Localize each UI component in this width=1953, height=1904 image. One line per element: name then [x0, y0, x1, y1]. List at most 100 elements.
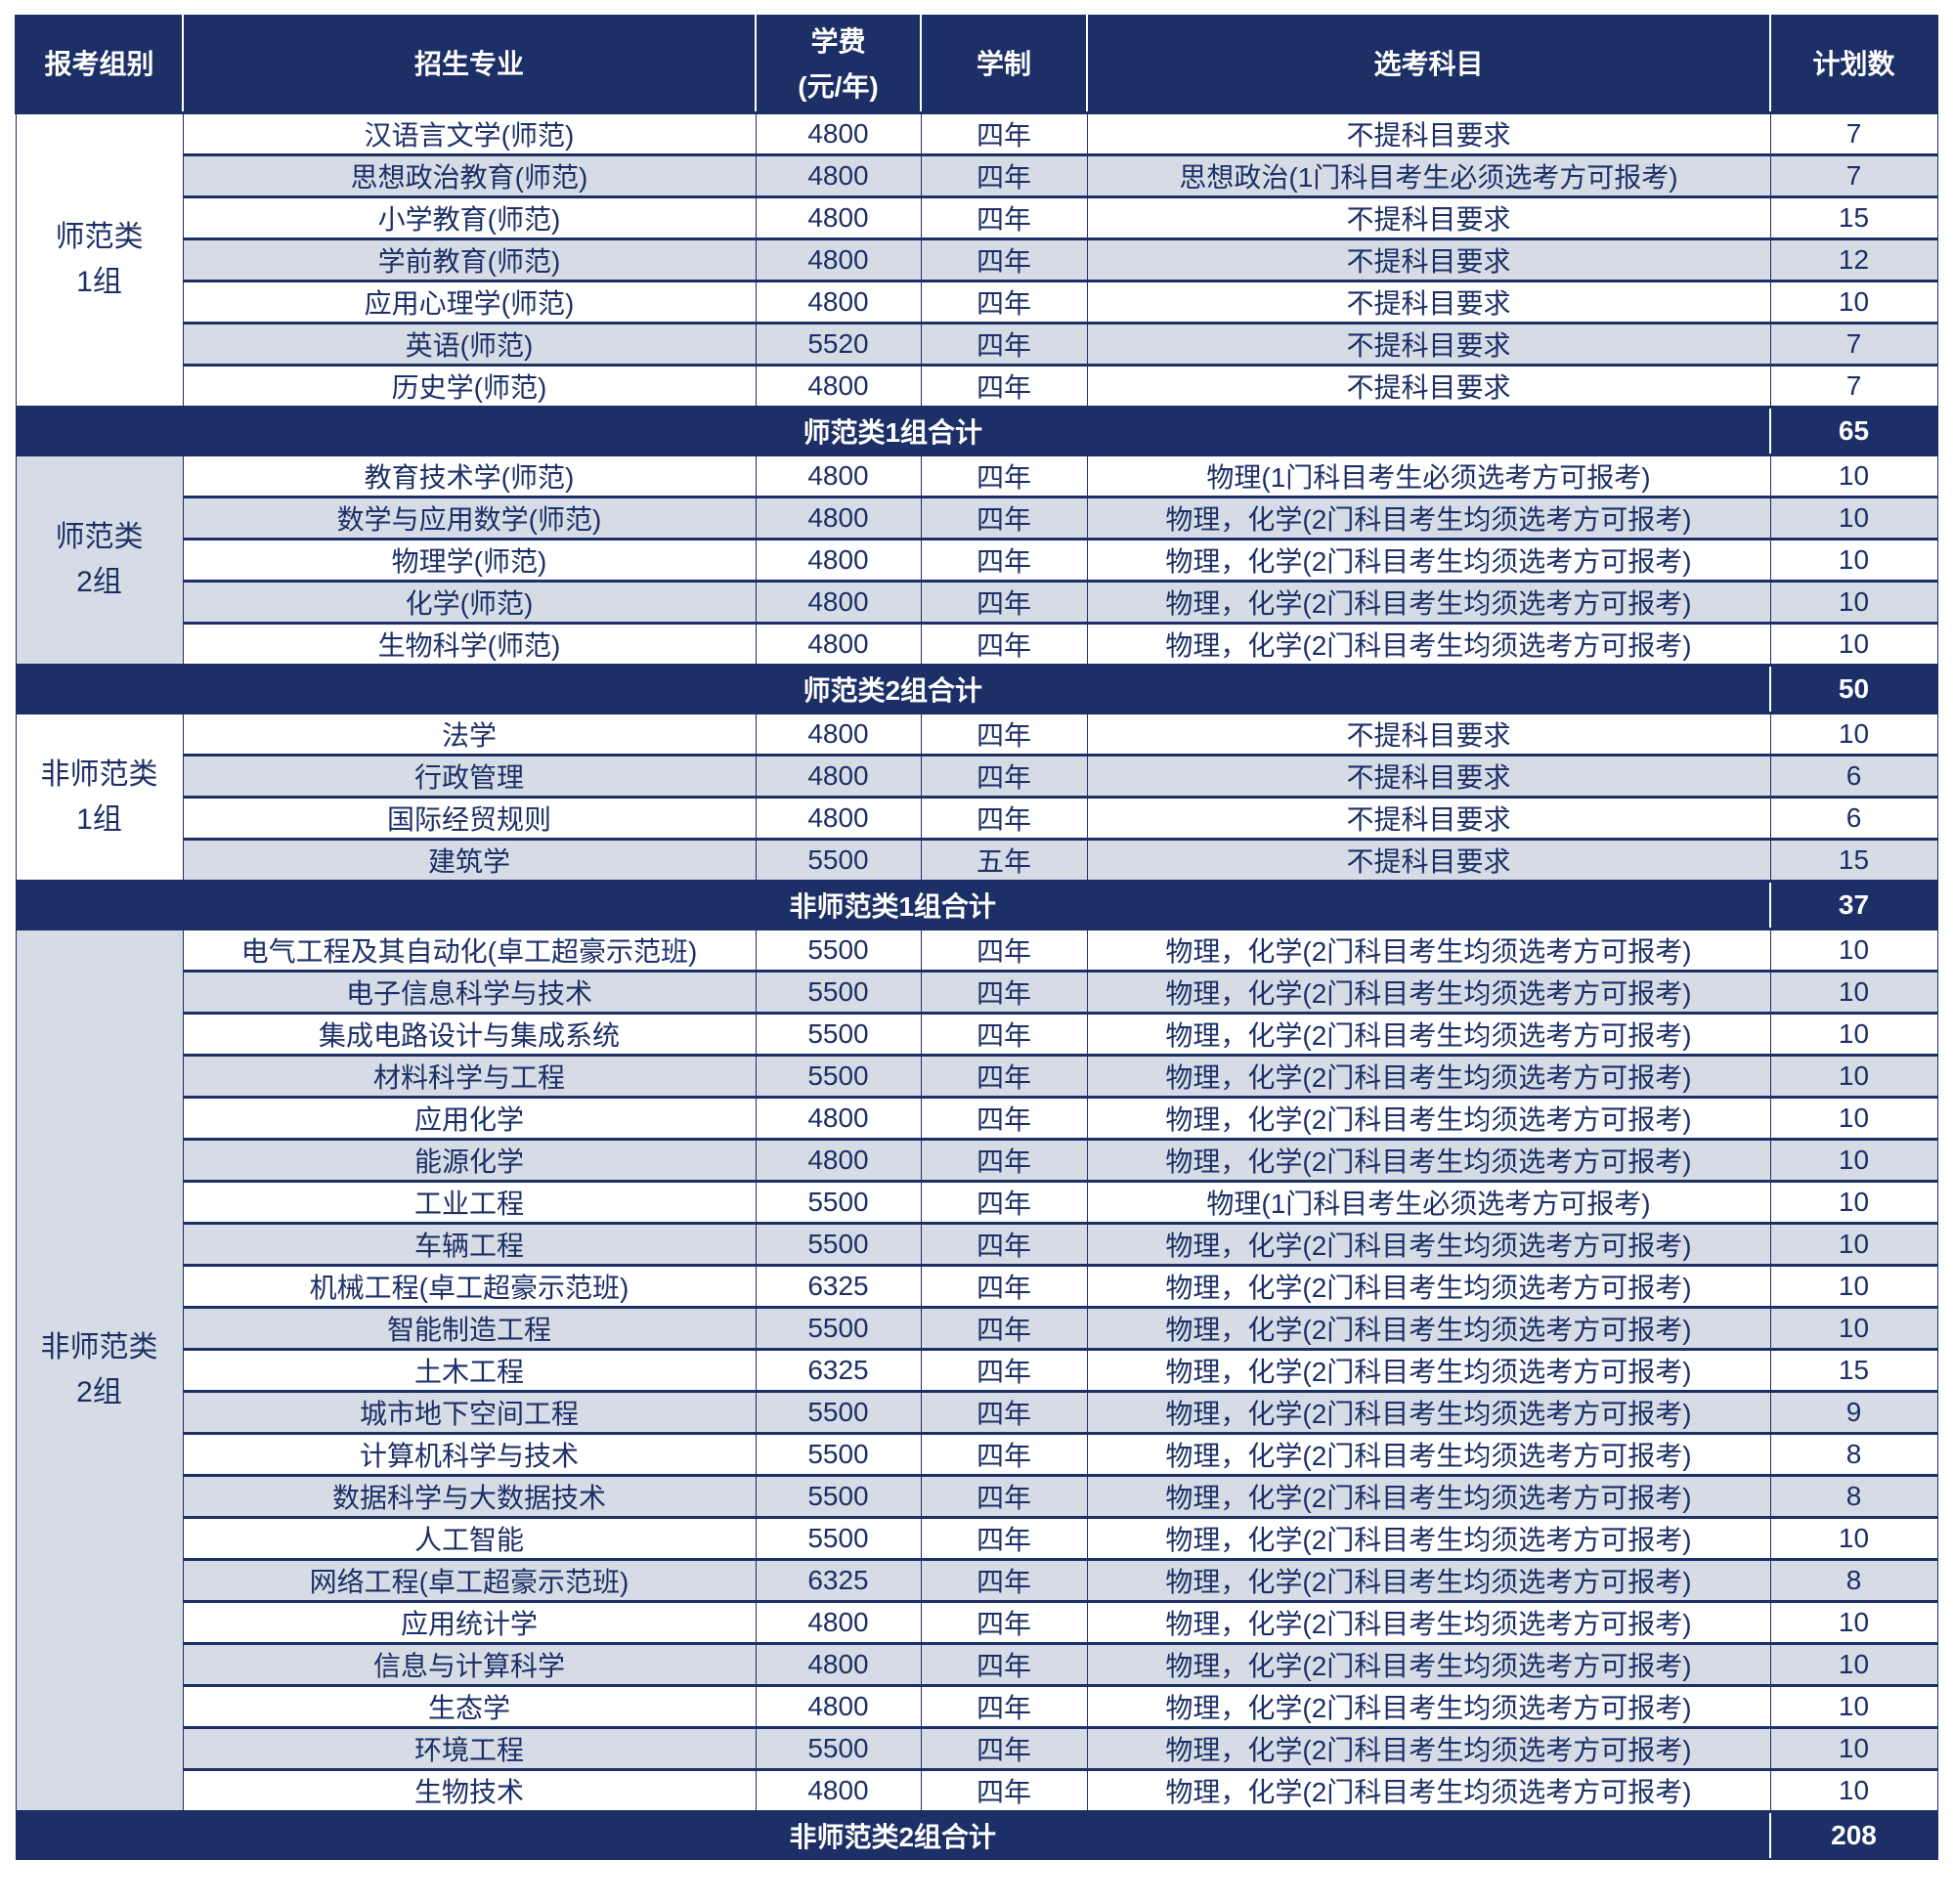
subjects-cell: 物理，化学(2门科目考生均须选考方可报考): [1086, 1726, 1771, 1771]
tuition-cell: 4800: [755, 538, 922, 583]
subtotal-row: 师范类2组合计 50: [15, 664, 1938, 714]
plan-count-cell: 8: [1769, 1474, 1938, 1519]
subjects-cell: 物理，化学(2门科目考生均须选考方可报考): [1086, 1012, 1771, 1057]
table-row: 物理学(师范) 4800 四年 物理，化学(2门科目考生均须选考方可报考) 10: [16, 538, 1938, 583]
table-row: 生物技术 4800 四年 物理，化学(2门科目考生均须选考方可报考) 10: [16, 1768, 1938, 1813]
duration-cell: 四年: [920, 1432, 1088, 1477]
table-row: 工业工程 5500 四年 物理(1门科目考生必须选考方可报考) 10: [16, 1180, 1938, 1225]
tuition-cell: 6325: [755, 1558, 922, 1603]
table-row: 计算机科学与技术 5500 四年 物理，化学(2门科目考生均须选考方可报考) 8: [16, 1432, 1938, 1477]
subjects-cell: 物理，化学(2门科目考生均须选考方可报考): [1086, 1558, 1771, 1603]
table-row: 行政管理 4800 四年 不提科目要求 6: [16, 754, 1938, 799]
tuition-cell: 4800: [755, 1768, 922, 1813]
subjects-cell: 物理，化学(2门科目考生均须选考方可报考): [1086, 622, 1771, 667]
major-cell: 物理学(师范): [182, 538, 757, 583]
major-cell: 行政管理: [182, 754, 757, 799]
subtotal-value: 208: [1769, 1810, 1938, 1860]
table-row: 机械工程(卓工超豪示范班) 6325 四年 物理，化学(2门科目考生均须选考方可报考)…: [16, 1264, 1938, 1309]
table-row: 历史学(师范) 4800 四年 不提科目要求 7: [16, 364, 1938, 409]
subjects-cell: 物理(1门科目考生必须选考方可报考): [1086, 1180, 1771, 1225]
major-cell: 人工智能: [182, 1516, 757, 1561]
major-cell: 教育技术学(师范): [182, 454, 757, 498]
tuition-cell: 4800: [755, 580, 922, 625]
subjects-cell: 不提科目要求: [1086, 712, 1771, 757]
major-cell: 计算机科学与技术: [182, 1432, 757, 1477]
duration-cell: 四年: [920, 238, 1088, 282]
subjects-cell: 不提科目要求: [1086, 111, 1771, 156]
tuition-cell: 5500: [755, 1306, 922, 1351]
plan-count-cell: 6: [1769, 796, 1938, 841]
major-cell: 思想政治教育(师范): [182, 153, 757, 198]
major-cell: 信息与计算科学: [182, 1642, 757, 1687]
subjects-cell: 不提科目要求: [1086, 195, 1771, 240]
group-name-cell: 师范类 1组: [15, 111, 184, 409]
table-row: 人工智能 5500 四年 物理，化学(2门科目考生均须选考方可报考) 10: [16, 1516, 1938, 1561]
major-cell: 能源化学: [182, 1138, 757, 1183]
table-row: 思想政治教育(师范) 4800 四年 思想政治(1门科目考生必须选考方可报考) 7: [16, 153, 1938, 198]
major-cell: 学前教育(师范): [182, 238, 757, 282]
table-row: 化学(师范) 4800 四年 物理，化学(2门科目考生均须选考方可报考) 10: [16, 580, 1938, 625]
plan-count-cell: 10: [1769, 280, 1938, 325]
duration-cell: 四年: [920, 195, 1088, 240]
major-cell: 环境工程: [182, 1726, 757, 1771]
duration-cell: 四年: [920, 111, 1088, 156]
plan-count-cell: 10: [1769, 712, 1938, 757]
duration-cell: 四年: [920, 1012, 1088, 1057]
major-cell: 生物科学(师范): [182, 622, 757, 667]
table-row: 学前教育(师范) 4800 四年 不提科目要求 12: [16, 238, 1938, 282]
plan-count-cell: 7: [1769, 153, 1938, 198]
header-subjects: 选考科目: [1086, 15, 1771, 114]
duration-cell: 四年: [920, 1138, 1088, 1183]
table-row: 数据科学与大数据技术 5500 四年 物理，化学(2门科目考生均须选考方可报考) 8: [16, 1474, 1938, 1519]
subjects-cell: 不提科目要求: [1086, 754, 1771, 799]
major-cell: 车辆工程: [182, 1222, 757, 1267]
tuition-cell: 5500: [755, 1180, 922, 1225]
tuition-cell: 6325: [755, 1348, 922, 1393]
subjects-cell: 物理，化学(2门科目考生均须选考方可报考): [1086, 1516, 1771, 1561]
major-cell: 网络工程(卓工超豪示范班): [182, 1558, 757, 1603]
plan-count-cell: 7: [1769, 111, 1938, 156]
duration-cell: 四年: [920, 1768, 1088, 1813]
subjects-cell: 物理，化学(2门科目考生均须选考方可报考): [1086, 1432, 1771, 1477]
plan-count-cell: 10: [1769, 454, 1938, 498]
tuition-cell: 6325: [755, 1264, 922, 1309]
subjects-cell: 物理，化学(2门科目考生均须选考方可报考): [1086, 580, 1771, 625]
duration-cell: 四年: [920, 1600, 1088, 1645]
plan-count-cell: 7: [1769, 364, 1938, 409]
tuition-cell: 5500: [755, 838, 922, 883]
table-row: 环境工程 5500 四年 物理，化学(2门科目考生均须选考方可报考) 10: [16, 1726, 1938, 1771]
duration-cell: 四年: [920, 622, 1088, 667]
major-cell: 电气工程及其自动化(卓工超豪示范班): [182, 928, 757, 973]
subjects-cell: 物理，化学(2门科目考生均须选考方可报考): [1086, 1348, 1771, 1393]
table-row: 建筑学 5500 五年 不提科目要求 15: [16, 838, 1938, 883]
subjects-cell: 物理，化学(2门科目考生均须选考方可报考): [1086, 1768, 1771, 1813]
tuition-cell: 4800: [755, 622, 922, 667]
duration-cell: 四年: [920, 1642, 1088, 1687]
major-cell: 生物技术: [182, 1768, 757, 1813]
subjects-cell: 物理，化学(2门科目考生均须选考方可报考): [1086, 1096, 1771, 1141]
table-row: 车辆工程 5500 四年 物理，化学(2门科目考生均须选考方可报考) 10: [16, 1222, 1938, 1267]
table-row: 数学与应用数学(师范) 4800 四年 物理，化学(2门科目考生均须选考方可报考) 10: [16, 496, 1938, 541]
subjects-cell: 不提科目要求: [1086, 322, 1771, 367]
table-row: 应用统计学 4800 四年 物理，化学(2门科目考生均须选考方可报考) 10: [16, 1600, 1938, 1645]
major-cell: 英语(师范): [182, 322, 757, 367]
tuition-cell: 4800: [755, 111, 922, 156]
tuition-cell: 4800: [755, 1138, 922, 1183]
table-row: 网络工程(卓工超豪示范班) 6325 四年 物理，化学(2门科目考生均须选考方可报考)…: [16, 1558, 1938, 1603]
plan-count-cell: 10: [1769, 1684, 1938, 1729]
subtotal-label: 师范类2组合计: [15, 664, 1771, 714]
duration-cell: 四年: [920, 1558, 1088, 1603]
plan-count-cell: 9: [1769, 1390, 1938, 1435]
plan-count-cell: 10: [1769, 580, 1938, 625]
header-tuition: 学费 (元/年): [755, 15, 922, 114]
subjects-cell: 物理，化学(2门科目考生均须选考方可报考): [1086, 1306, 1771, 1351]
subtotal-value: 50: [1769, 664, 1938, 714]
table-row: 小学教育(师范) 4800 四年 不提科目要求 15: [16, 195, 1938, 240]
major-cell: 智能制造工程: [182, 1306, 757, 1351]
duration-cell: 四年: [920, 712, 1088, 757]
tuition-cell: 5500: [755, 1516, 922, 1561]
duration-cell: 四年: [920, 364, 1088, 409]
major-cell: 应用统计学: [182, 1600, 757, 1645]
tuition-cell: 4800: [755, 280, 922, 325]
header-row: 报考组别 招生专业 学费 (元/年) 学制 选考科目 计划数: [15, 15, 1938, 114]
